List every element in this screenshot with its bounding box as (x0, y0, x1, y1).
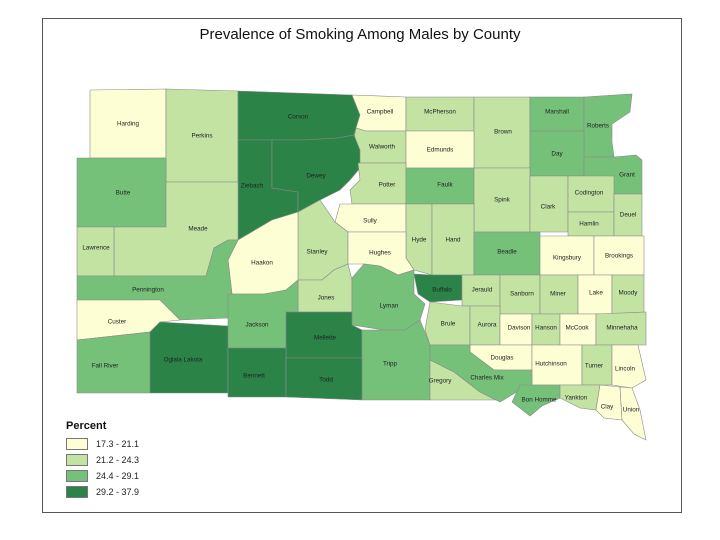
county-label: Hutchinson (535, 361, 567, 368)
county-label: McCook (565, 325, 589, 332)
county-label: Grant (619, 172, 635, 179)
county-todd (285, 357, 363, 401)
county-label: Pennington (132, 287, 164, 294)
county-label: Ziebach (241, 183, 264, 190)
county-yankton (559, 384, 601, 411)
county-label: Hamlin (579, 221, 599, 228)
county-label: Gregory (429, 378, 453, 385)
county-label: Kingsbury (553, 255, 582, 262)
county-label: Tripp (383, 361, 398, 368)
county-label: Todd (319, 377, 333, 384)
legend-label: 24.4 - 29.1 (96, 471, 140, 481)
legend-item: 17.3 - 21.1 (66, 436, 139, 452)
county-label: Jones (318, 295, 335, 302)
county-label: Roberts (587, 123, 609, 130)
legend-swatch (66, 454, 88, 466)
county-label: Meade (188, 226, 208, 233)
county-label: Minnehaha (606, 325, 638, 332)
county-label: Codington (575, 190, 604, 197)
legend-label: 21.2 - 24.3 (96, 455, 140, 465)
county-label: Beadle (497, 249, 517, 256)
county-label: Stanley (306, 249, 328, 256)
legend-label: 17.3 - 21.1 (96, 439, 140, 449)
county-label: Clark (541, 204, 557, 211)
county-label: Sully (363, 218, 377, 225)
county-clay (595, 384, 623, 421)
county-label: Brown (494, 129, 512, 136)
county-label: Hanson (535, 325, 557, 332)
legend-item: 21.2 - 24.3 (66, 452, 139, 468)
county-label: Moody (619, 290, 639, 297)
county-tripp (361, 319, 431, 401)
county-dewey (271, 134, 361, 213)
county-label: Butte (116, 190, 131, 197)
legend-item: 29.2 - 37.9 (66, 484, 139, 500)
legend-title: Percent (66, 420, 107, 432)
county-label: Aurora (478, 322, 497, 329)
legend-label: 29.2 - 37.9 (96, 487, 140, 497)
county-label: Brookings (605, 253, 633, 260)
county-label: Deuel (620, 212, 636, 219)
county-label: Campbell (367, 109, 394, 116)
county-label: Spink (494, 197, 511, 204)
county-label: Brule (441, 321, 456, 328)
county-label: Miner (550, 291, 566, 298)
legend-item: 24.4 - 29.1 (66, 468, 139, 484)
county-label: Faulk (437, 182, 453, 189)
county-label: Walworth (369, 144, 396, 151)
county-label: Douglas (490, 355, 513, 362)
county-label: Jerauld (472, 287, 493, 294)
county-label: Haakon (251, 260, 273, 267)
county-label: Day (551, 151, 563, 158)
county-label: Lyman (380, 303, 399, 310)
map-title: Prevalence of Smoking Among Males by Cou… (199, 26, 521, 43)
county-label: Dewey (306, 173, 326, 180)
county-label: Charles Mix (470, 375, 504, 382)
county-label: Hughes (369, 250, 391, 257)
county-label: Potter (379, 182, 396, 189)
county-label: Bennett (243, 373, 265, 380)
legend-swatch (66, 438, 88, 450)
county-label: Marshall (545, 109, 569, 116)
county-label: Oglala Lakota (164, 357, 203, 364)
county-label: Yankton (565, 395, 588, 402)
county-label: Jackson (245, 322, 269, 329)
county-label: Lake (589, 290, 603, 297)
county-lincoln (611, 344, 647, 389)
county-label: Custer (108, 319, 127, 326)
county-label: Davison (508, 325, 531, 332)
county-lyman (351, 263, 426, 331)
county-minnehaha (595, 311, 647, 346)
county-label: McPherson (424, 109, 456, 116)
county-label: Mellette (314, 335, 337, 342)
county-label: Lawrence (82, 245, 110, 252)
county-label: Hyde (412, 237, 427, 244)
county-label: Hand (445, 237, 461, 244)
legend-swatch (66, 486, 88, 498)
county-union (619, 386, 647, 441)
county-label: Turner (585, 363, 603, 370)
county-label: Union (623, 407, 640, 414)
county-label: Lincoln (615, 366, 635, 373)
county-label: Corson (288, 114, 309, 121)
county-label: Sanborn (510, 291, 534, 298)
legend-swatch (66, 470, 88, 482)
county-label: Clay (601, 404, 614, 411)
county-label: Edmunds (427, 147, 454, 154)
county-label: Perkins (192, 133, 213, 140)
county-label: Harding (117, 121, 140, 128)
county-label: Buffalo (432, 287, 452, 294)
county-label: Fall River (92, 363, 119, 370)
county-label: Bon Homme (522, 397, 557, 404)
legend: Percent 17.3 - 21.1 21.2 - 24.3 24.4 - 2… (66, 420, 139, 500)
